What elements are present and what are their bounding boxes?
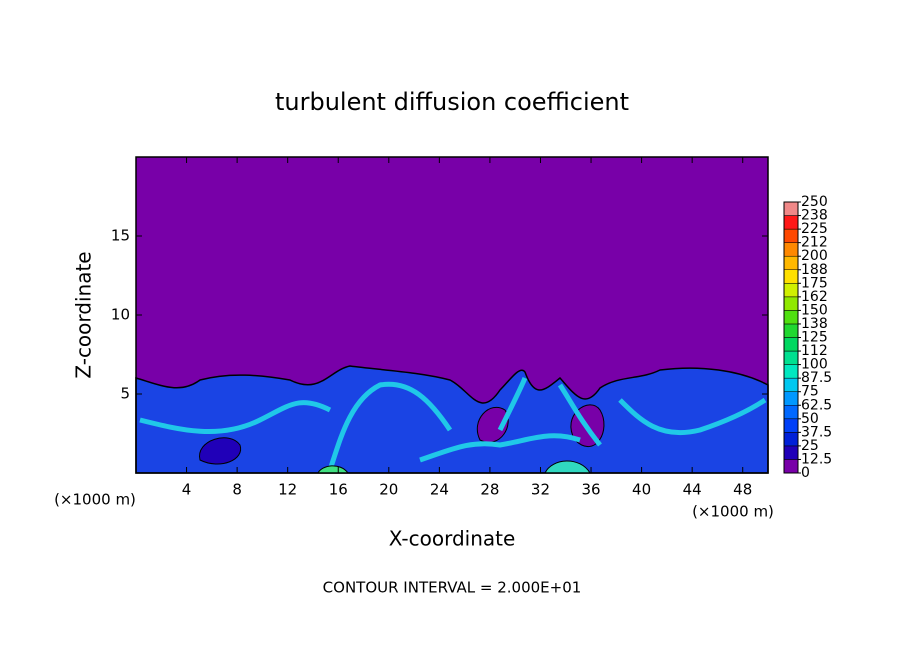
colorbar-cell <box>783 228 799 243</box>
x-unit-label: (×1000 m) <box>54 491 136 509</box>
x-axis-label: X-coordinate <box>389 527 516 551</box>
colorbar-label: 188 <box>801 262 828 278</box>
colorbar-label: 62.5 <box>801 397 832 413</box>
colorbar-cell <box>783 391 799 406</box>
colorbar-label: 212 <box>801 235 828 251</box>
colorbar-label: 125 <box>801 330 828 346</box>
colorbar-label: 238 <box>801 208 828 224</box>
colorbar-cell <box>783 459 799 474</box>
x-tick-label: 36 <box>581 481 600 499</box>
x-tick-label: 44 <box>683 481 702 499</box>
colorbar-cell <box>783 377 799 392</box>
chart-title: turbulent diffusion coefficient <box>275 88 629 116</box>
colorbar-label: 25 <box>801 438 819 454</box>
colorbar-cell <box>783 296 799 311</box>
colorbar-cell <box>783 405 799 420</box>
colorbar-cell <box>783 201 799 216</box>
y-axis-label: Z-coordinate <box>72 251 96 378</box>
colorbar-label: 87.5 <box>801 370 832 386</box>
colorbar-cell <box>783 432 799 447</box>
colorbar-label: 225 <box>801 221 828 237</box>
x-unit-label: (×1000 m) <box>692 503 774 521</box>
colorbar-label: 0 <box>801 465 810 481</box>
streak <box>557 383 602 447</box>
streak <box>139 400 332 435</box>
field <box>135 157 769 474</box>
colorbar-cell <box>783 323 799 338</box>
y-tick-label: 5 <box>120 385 130 403</box>
colorbar-label: 37.5 <box>801 424 832 440</box>
footer: CONTOUR INTERVAL = 2.000E+01 <box>323 579 582 597</box>
colorbar-label: 200 <box>801 248 828 264</box>
colorbar-cell <box>783 269 799 284</box>
colorbar-cell <box>783 255 799 271</box>
streak <box>618 397 767 436</box>
streaks <box>139 377 767 471</box>
colorbar-label: 175 <box>801 275 828 291</box>
colorbar-label: 162 <box>801 289 828 305</box>
colorbar-label: 138 <box>801 316 828 332</box>
x-tick-label: 40 <box>632 481 651 499</box>
colorbar-cell <box>783 310 799 325</box>
x-tick-label: 8 <box>232 481 242 499</box>
colorbar-label: 50 <box>801 411 819 427</box>
colorbar-cell <box>783 215 799 230</box>
colorbar-cell <box>783 350 799 365</box>
x-tick-label: 20 <box>379 481 398 499</box>
y-tick-label: 15 <box>111 227 130 245</box>
x-tick-label: 16 <box>329 481 348 499</box>
colorbar-label: 75 <box>801 384 819 400</box>
colorbar-cell <box>783 445 799 460</box>
streak <box>497 377 528 432</box>
x-tick-label: 48 <box>733 481 752 499</box>
x-tick-label: 28 <box>480 481 499 499</box>
colorbar-cell <box>783 337 799 352</box>
colorbar-label: 100 <box>801 357 828 373</box>
y-tick-label: 10 <box>111 306 130 324</box>
x-tick-label: 32 <box>531 481 550 499</box>
x-tick-label: 12 <box>278 481 297 499</box>
colorbar-label: 150 <box>801 302 828 318</box>
x-tick-label: 4 <box>182 481 192 499</box>
streak <box>327 381 453 471</box>
colorbar-cell <box>783 242 799 257</box>
streak <box>419 433 581 463</box>
colorbar-label: 12.5 <box>801 451 832 467</box>
colorbar-cell <box>783 418 799 433</box>
colorbar-frame <box>783 201 799 474</box>
colorbar-label: 250 <box>801 194 828 210</box>
quiet-patch <box>199 437 242 465</box>
x-tick-label: 24 <box>430 481 449 499</box>
colorbar-cell <box>783 364 799 379</box>
colorbar-label: 112 <box>801 343 828 359</box>
turbulent-layer <box>135 365 769 474</box>
quiet-patch <box>476 406 509 443</box>
colorbar-cell <box>783 283 799 298</box>
